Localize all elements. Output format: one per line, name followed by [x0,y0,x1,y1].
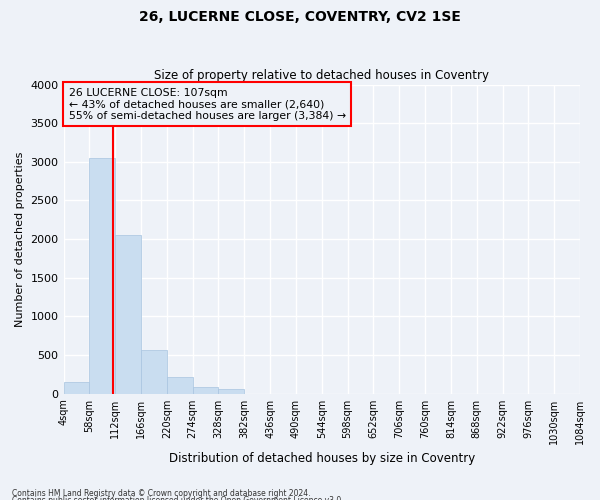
Bar [193,388,218,394]
Bar [64,382,89,394]
Text: Contains HM Land Registry data © Crown copyright and database right 2024.: Contains HM Land Registry data © Crown c… [12,488,311,498]
Text: Contains public sector information licensed under the Open Government Licence v3: Contains public sector information licen… [12,496,344,500]
Y-axis label: Number of detached properties: Number of detached properties [15,152,25,326]
Title: Size of property relative to detached houses in Coventry: Size of property relative to detached ho… [154,69,489,82]
Bar [141,350,167,394]
Text: 26, LUCERNE CLOSE, COVENTRY, CV2 1SE: 26, LUCERNE CLOSE, COVENTRY, CV2 1SE [139,10,461,24]
X-axis label: Distribution of detached houses by size in Coventry: Distribution of detached houses by size … [169,452,475,465]
Bar [115,235,141,394]
Bar [89,158,115,394]
Bar [218,390,244,394]
Bar [167,377,193,394]
Text: 26 LUCERNE CLOSE: 107sqm
← 43% of detached houses are smaller (2,640)
55% of sem: 26 LUCERNE CLOSE: 107sqm ← 43% of detach… [69,88,346,121]
